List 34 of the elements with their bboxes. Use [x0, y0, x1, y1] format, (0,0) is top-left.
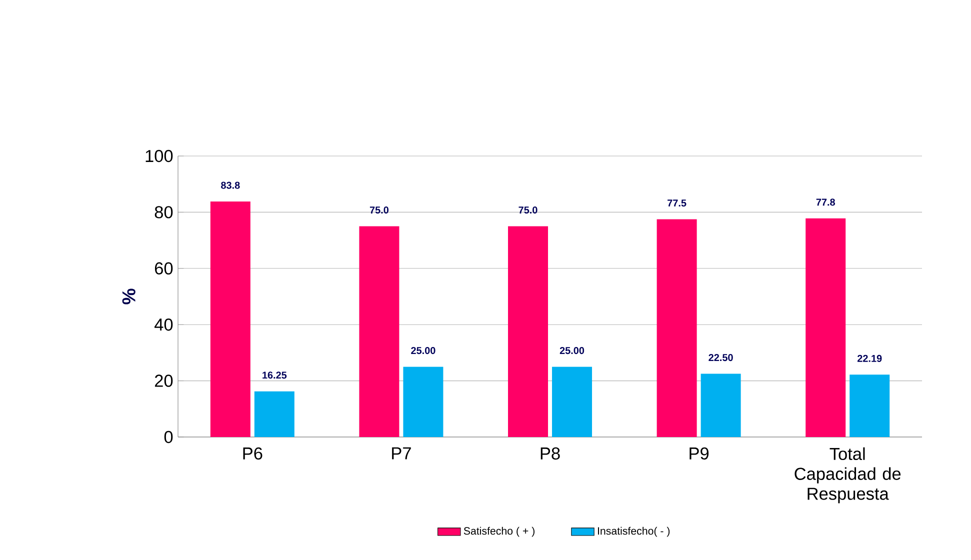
x-tick-label: P7 — [392, 447, 411, 460]
x-tick-label: P6 — [243, 447, 262, 460]
data-label: 25.00 — [411, 347, 436, 354]
y-tick-label: 40 — [154, 318, 173, 331]
y-tick-label: 20 — [154, 374, 173, 387]
y-tick-label: 100 — [146, 150, 173, 162]
data-label: 75.0 — [518, 206, 538, 214]
y-tick-label: 80 — [154, 206, 173, 218]
data-label: 77.5 — [668, 200, 686, 207]
bar — [508, 226, 548, 437]
bar — [403, 366, 444, 437]
bar — [210, 202, 250, 437]
x-tick-label: P9 — [690, 447, 709, 460]
data-label: 25.00 — [560, 347, 584, 354]
bar — [359, 226, 400, 437]
y-tick-label: 60 — [154, 262, 173, 275]
data-label: 16.25 — [262, 372, 287, 379]
data-label: 83.8 — [221, 182, 240, 189]
bar — [806, 218, 846, 437]
bar — [700, 374, 741, 437]
data-label: 22.19 — [858, 354, 882, 362]
data-label: 77.8 — [816, 198, 835, 206]
data-label: 75.0 — [370, 206, 388, 214]
legend-label: Satisfecho ( + ) — [464, 526, 534, 537]
bar — [254, 391, 294, 437]
data-label: 22.50 — [708, 354, 733, 362]
bar — [552, 366, 592, 437]
x-tick-label: Total Capacidad de Respuesta — [794, 447, 901, 504]
y-axis-title: % — [122, 288, 136, 304]
legend-label: Insatisfecho( - ) — [598, 526, 670, 537]
bar — [656, 219, 697, 437]
bar — [850, 374, 890, 437]
y-tick-label: 0 — [164, 430, 173, 444]
x-tick-label: P8 — [540, 447, 560, 460]
